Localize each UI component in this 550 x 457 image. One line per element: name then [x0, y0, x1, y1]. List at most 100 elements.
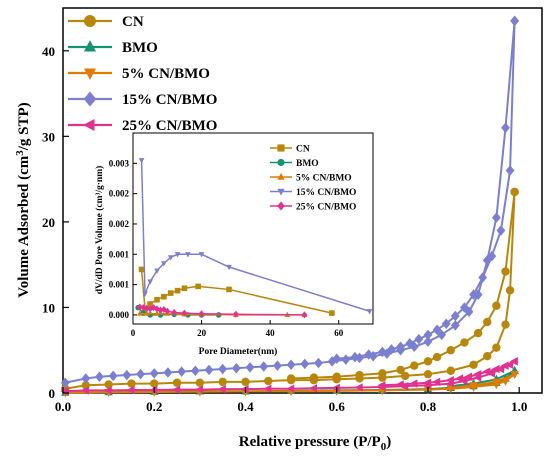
- main-x-axis-label-main: Relative pressure (P/P: [239, 434, 381, 450]
- main-series-3-point: [95, 371, 104, 382]
- inset-series-3-point: [161, 261, 167, 267]
- main-series-0-point: [423, 357, 433, 366]
- main-series-3-point: [355, 352, 364, 364]
- main-series-3-point: [122, 369, 132, 381]
- main-series-4-point: [103, 386, 112, 395]
- main-series-4-point: [195, 385, 204, 394]
- main-series-3-point: [409, 341, 419, 353]
- main-series-4-point: [423, 378, 432, 387]
- inset-series-3: [138, 158, 373, 315]
- main-series-0-point: [150, 379, 159, 388]
- inset-x-tick-label: 20: [197, 328, 207, 338]
- inset-series-0-point: [154, 296, 160, 303]
- main-series-0-point: [469, 360, 478, 369]
- main-series-0-point: [505, 286, 515, 295]
- main-legend-marker: [84, 68, 96, 80]
- main-series-4-point: [500, 361, 509, 370]
- inset-series-0-point: [161, 293, 167, 300]
- main-series-4-point: [331, 383, 340, 393]
- main-series-3-point: [350, 351, 360, 363]
- inset-x-tick-label: 40: [266, 328, 276, 338]
- inset-series-4-point: [181, 309, 188, 317]
- inset-y-axis-label: dV/dD Pore Volume (cm³/g·nm): [94, 166, 105, 295]
- inset-y-tick-label: 0.002: [109, 189, 130, 199]
- main-series-3-point: [450, 320, 460, 331]
- inset-series-0-point: [167, 290, 174, 296]
- main-series-2-point: [469, 382, 478, 391]
- main-series-0-point: [396, 365, 405, 375]
- inset-legend-marker: [277, 201, 285, 211]
- main-series-3-point: [218, 363, 228, 375]
- main-series-0-point: [172, 378, 182, 387]
- main-series-3-point: [149, 368, 159, 379]
- main-series-3-point: [469, 289, 478, 300]
- main-y-axis-label: Volume Adsorbed (cm3/g STP): [14, 102, 32, 297]
- main-legend-marker: [83, 91, 97, 107]
- inset-series-4: [136, 303, 308, 319]
- main-series-0-point: [400, 371, 410, 381]
- main-series-4-point: [445, 375, 454, 385]
- main-series-3-point: [368, 350, 378, 362]
- main-series-0-point: [218, 377, 227, 387]
- inset-legend-marker: [277, 158, 285, 167]
- main-series-3-point: [190, 365, 200, 377]
- main-series-2-point: [492, 378, 501, 387]
- main-series-4-point: [80, 386, 89, 395]
- main-series-3-point: [177, 366, 187, 377]
- main-series-4-point: [464, 372, 473, 381]
- main-series-3-point: [432, 324, 442, 335]
- inset-series-4-point: [198, 310, 205, 318]
- inset-series-layer: [135, 158, 373, 319]
- main-series-0-point: [483, 352, 492, 361]
- main-series-0-point: [309, 373, 319, 382]
- main-series-0-desorption-line: [291, 191, 516, 380]
- inset-series-0-point: [181, 285, 188, 292]
- main-series-3-point: [501, 122, 510, 134]
- main-series-3-point: [377, 346, 387, 358]
- main-series-1-desorption-line: [450, 369, 516, 388]
- main-x-tick-label: 0.0: [55, 399, 71, 414]
- main-series-2-adsorption-line: [65, 373, 516, 394]
- inset-legend-label: 5% CN/BMO: [296, 174, 352, 184]
- main-series-3-point: [272, 360, 282, 371]
- inset-y-tick-label: 0.003: [109, 158, 130, 168]
- inset-series-3-point: [174, 252, 181, 258]
- main-series-3-point: [478, 272, 488, 283]
- inset-legend-marker: [277, 144, 285, 152]
- inset-y-tick-label: 0.001: [109, 249, 130, 259]
- main-series-3-point: [300, 358, 310, 370]
- main-series-3-point: [423, 336, 433, 347]
- main-series-4-point: [486, 369, 495, 378]
- main-x-tick-label: 0.6: [329, 399, 346, 414]
- main-series-4-point: [432, 377, 441, 387]
- main-series-0-point: [501, 267, 510, 276]
- inset-series-3-point: [154, 268, 160, 274]
- inset-series-2-point: [137, 310, 143, 316]
- main-y-tick-label: 10: [42, 300, 55, 315]
- inset-legend-label: 15% CN/BMO: [296, 188, 356, 198]
- main-series-4-point: [377, 381, 386, 390]
- inset-y-tick-label: 0.001: [109, 280, 130, 290]
- inset-series-0-point: [174, 287, 181, 294]
- inset-series-0-point: [329, 310, 335, 316]
- inset-series-0-point: [147, 301, 153, 307]
- main-series-3-point: [491, 212, 501, 223]
- inset-series-3-point: [138, 158, 145, 164]
- main-series-0-point: [410, 361, 419, 370]
- main-series-3-point: [510, 15, 520, 27]
- main-series-3-point: [450, 310, 460, 322]
- main-ticks-layer: 0.0 0.2 0.4 0.6 0.8 1.0 0 10 20 30 40: [42, 44, 527, 414]
- main-series-3-point: [482, 255, 492, 266]
- main-series-3-point: [286, 359, 296, 371]
- inset-series-0-point: [226, 286, 232, 293]
- main-series-0-point: [446, 346, 455, 355]
- main-legend: CN BMO 5% CN/BMO 15% CN/BMO 25% CN/BMO: [68, 14, 217, 134]
- main-series-4-point: [395, 380, 404, 389]
- main-series-0-point: [492, 343, 501, 352]
- main-series-3-point: [231, 362, 241, 374]
- main-series-2-point: [510, 371, 519, 380]
- main-y-axis-label-end: /g STP): [16, 102, 32, 151]
- inset-legend: CN BMO 5% CN/BMO 15% CN/BMO 25% CN/BMO: [270, 144, 356, 213]
- main-series-4-point: [509, 357, 518, 366]
